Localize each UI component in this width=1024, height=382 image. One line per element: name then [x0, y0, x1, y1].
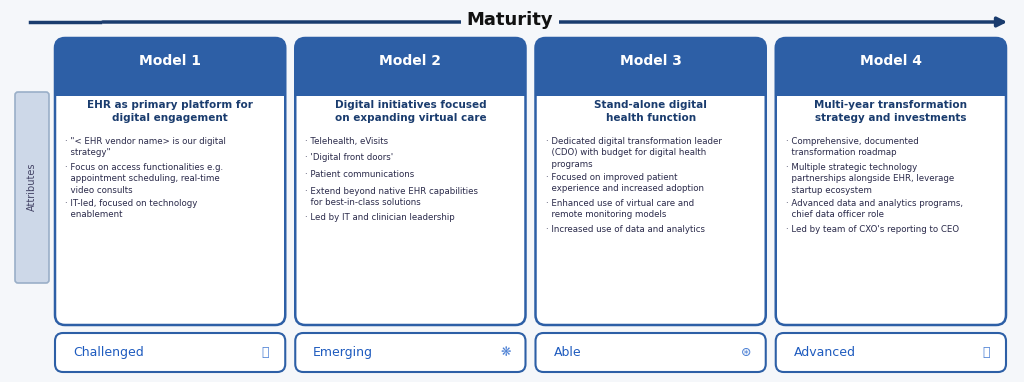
- Text: · Increased use of data and analytics: · Increased use of data and analytics: [546, 225, 705, 233]
- FancyBboxPatch shape: [776, 38, 1006, 96]
- Text: Model 4: Model 4: [860, 54, 922, 68]
- Text: · Extend beyond native EHR capabilities
  for best-in-class solutions: · Extend beyond native EHR capabilities …: [305, 186, 478, 207]
- FancyBboxPatch shape: [536, 38, 766, 325]
- Text: Maturity: Maturity: [467, 11, 553, 29]
- FancyBboxPatch shape: [295, 38, 525, 96]
- Text: ⊛: ⊛: [740, 346, 751, 359]
- Bar: [295, 82, 525, 96]
- Text: Challenged: Challenged: [73, 346, 143, 359]
- FancyBboxPatch shape: [295, 38, 525, 325]
- Text: 💡: 💡: [261, 346, 269, 359]
- Text: Digital initiatives focused
on expanding virtual care: Digital initiatives focused on expanding…: [335, 100, 486, 123]
- FancyBboxPatch shape: [536, 333, 766, 372]
- Text: · 'Digital front doors': · 'Digital front doors': [305, 154, 393, 162]
- Text: Model 2: Model 2: [379, 54, 441, 68]
- FancyBboxPatch shape: [776, 333, 1006, 372]
- Text: · Telehealth, eVisits: · Telehealth, eVisits: [305, 137, 388, 146]
- Text: · Multiple strategic technology
  partnerships alongside EHR, leverage
  startup: · Multiple strategic technology partners…: [785, 163, 954, 195]
- Text: · Dedicated digital transformation leader
  (CDO) with budget for digital health: · Dedicated digital transformation leade…: [546, 137, 721, 169]
- FancyBboxPatch shape: [15, 92, 49, 283]
- FancyBboxPatch shape: [55, 38, 286, 96]
- Text: 📊: 📊: [982, 346, 990, 359]
- Text: · IT-led, focused on technology
  enablement: · IT-led, focused on technology enableme…: [65, 199, 198, 219]
- Bar: [55, 82, 286, 96]
- Text: · Led by team of CXO's reporting to CEO: · Led by team of CXO's reporting to CEO: [785, 225, 958, 233]
- Text: Model 1: Model 1: [139, 54, 201, 68]
- Text: · Comprehensive, documented
  transformation roadmap: · Comprehensive, documented transformati…: [785, 137, 919, 157]
- Text: · Advanced data and analytics programs,
  chief data officer role: · Advanced data and analytics programs, …: [785, 199, 963, 219]
- Text: EHR as primary platform for
digital engagement: EHR as primary platform for digital enga…: [87, 100, 253, 123]
- Bar: [776, 82, 1006, 96]
- FancyBboxPatch shape: [295, 333, 525, 372]
- Text: ❋: ❋: [501, 346, 511, 359]
- Text: Stand-alone digital
health function: Stand-alone digital health function: [594, 100, 707, 123]
- Text: Advanced: Advanced: [794, 346, 856, 359]
- FancyBboxPatch shape: [776, 38, 1006, 325]
- Text: · Led by IT and clinician leadership: · Led by IT and clinician leadership: [305, 212, 455, 222]
- Text: Attributes: Attributes: [27, 163, 37, 211]
- FancyBboxPatch shape: [55, 38, 286, 325]
- Text: · Enhanced use of virtual care and
  remote monitoring models: · Enhanced use of virtual care and remot…: [546, 199, 693, 219]
- Text: · Focus on access functionalities e.g.
  appointment scheduling, real-time
  vid: · Focus on access functionalities e.g. a…: [65, 163, 223, 195]
- Text: Able: Able: [554, 346, 582, 359]
- Text: · Focused on improved patient
  experience and increased adoption: · Focused on improved patient experience…: [546, 173, 703, 193]
- FancyBboxPatch shape: [536, 38, 766, 96]
- Text: · Patient communications: · Patient communications: [305, 170, 415, 179]
- Bar: [536, 82, 766, 96]
- Text: Multi-year transformation
strategy and investments: Multi-year transformation strategy and i…: [814, 100, 968, 123]
- Text: · "< EHR vendor name> is our digital
  strategy": · "< EHR vendor name> is our digital str…: [65, 137, 226, 157]
- Text: Emerging: Emerging: [313, 346, 374, 359]
- Text: Model 3: Model 3: [620, 54, 682, 68]
- FancyBboxPatch shape: [55, 333, 286, 372]
